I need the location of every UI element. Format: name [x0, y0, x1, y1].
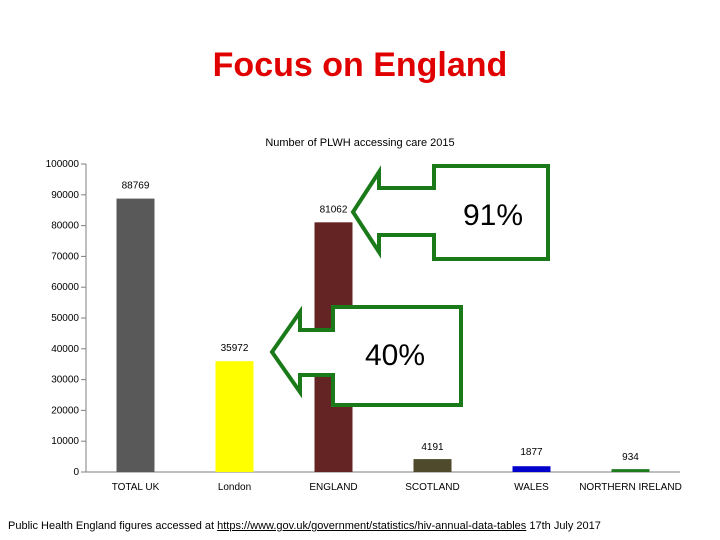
- slide-title: Focus on England: [212, 46, 508, 84]
- callout-91-text: 91%: [463, 199, 523, 232]
- source-prefix: Public Health England figures accessed a…: [8, 520, 218, 532]
- y-tick-label: 0: [73, 467, 79, 478]
- category-label: SCOTLAND: [405, 482, 459, 493]
- bar: [413, 459, 452, 472]
- bar: [116, 198, 155, 472]
- category-label: WALES: [514, 482, 549, 493]
- category-label: ENGLAND: [309, 482, 357, 493]
- source-link[interactable]: https://www.gov.uk/government/statistics…: [217, 520, 527, 532]
- data-label: 88769: [122, 181, 150, 192]
- y-tick-label: 10000: [51, 436, 79, 447]
- y-tick-label: 80000: [51, 221, 79, 232]
- chart-title: Number of PLWH accessing care 2015: [265, 137, 454, 149]
- bar: [215, 361, 254, 472]
- y-tick-label: 50000: [51, 313, 79, 324]
- y-tick-label: 40000: [51, 344, 79, 355]
- source-suffix: 17th July 2017: [526, 520, 601, 532]
- data-label: 35972: [221, 343, 249, 354]
- callout-91-shape: [350, 164, 550, 261]
- chart-axes: 0 10000 20000 30000 40000 50000 60000 70000 8000…: [46, 159, 680, 478]
- data-label: 81062: [320, 204, 348, 215]
- category-label: TOTAL UK: [112, 482, 160, 493]
- callout-40-shape: [269, 305, 463, 407]
- y-tick-label: 90000: [51, 190, 79, 201]
- y-tick-label: 70000: [51, 251, 79, 262]
- data-label: 934: [622, 452, 639, 463]
- callout-40-text: 40%: [365, 339, 425, 372]
- source-note: Public Health England figures accessed a…: [8, 520, 601, 532]
- category-label: NORTHERN IRELAND: [579, 482, 682, 493]
- y-tick-label: 60000: [51, 282, 79, 293]
- y-tick-label: 30000: [51, 375, 79, 386]
- callout-layer: 91% 40%: [269, 164, 550, 407]
- data-label: 1877: [520, 447, 543, 458]
- y-tick-label: 100000: [46, 159, 80, 170]
- bar: [512, 466, 551, 472]
- y-tick-label: 20000: [51, 405, 79, 416]
- bar: [611, 469, 650, 472]
- category-label: London: [218, 482, 251, 493]
- data-label: 4191: [421, 442, 444, 453]
